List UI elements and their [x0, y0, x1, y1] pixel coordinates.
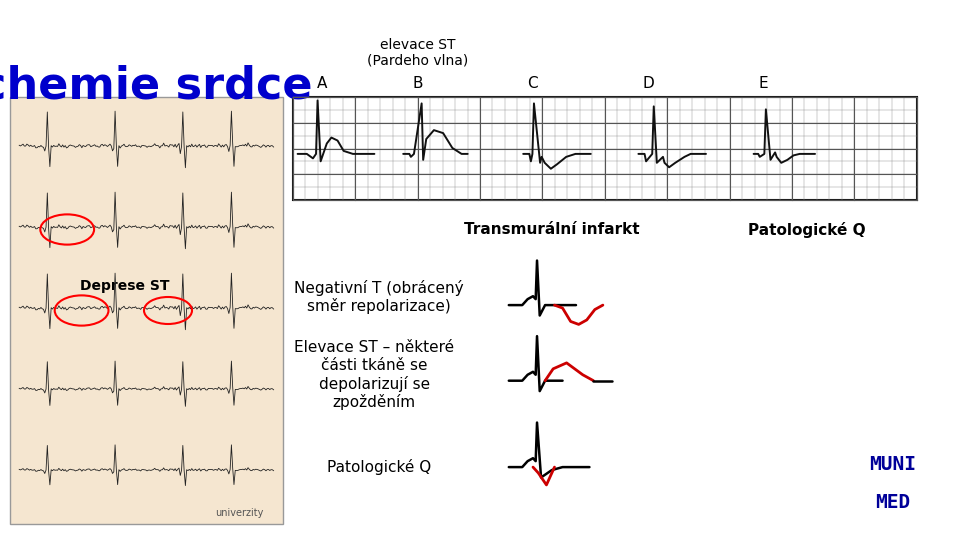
FancyBboxPatch shape [293, 97, 917, 200]
Text: Elevace ST – některé
části tkáně se
depolarizují se
zpožděním: Elevace ST – některé části tkáně se depo… [295, 341, 454, 410]
Text: Patologické Q: Patologické Q [327, 459, 431, 475]
Text: Deprese ST: Deprese ST [80, 279, 170, 293]
Text: E: E [758, 76, 768, 91]
Text: elevace ST
(Pardeho vlna): elevace ST (Pardeho vlna) [367, 38, 468, 68]
Text: B: B [413, 76, 422, 91]
Text: Patologické Q: Patologické Q [748, 221, 865, 238]
Text: A: A [317, 76, 326, 91]
Text: Ischemie srdce: Ischemie srdce [0, 65, 313, 108]
Text: MUNI: MUNI [870, 455, 916, 474]
Text: D: D [642, 76, 654, 91]
Text: Transmurální infarkt: Transmurální infarkt [465, 222, 639, 237]
Text: univerzity: univerzity [216, 508, 264, 518]
FancyBboxPatch shape [10, 97, 283, 524]
Text: MED: MED [876, 492, 910, 512]
Text: Negativní T (obrácený
směr repolarizace): Negativní T (obrácený směr repolarizace) [295, 280, 464, 314]
Text: C: C [527, 76, 539, 91]
